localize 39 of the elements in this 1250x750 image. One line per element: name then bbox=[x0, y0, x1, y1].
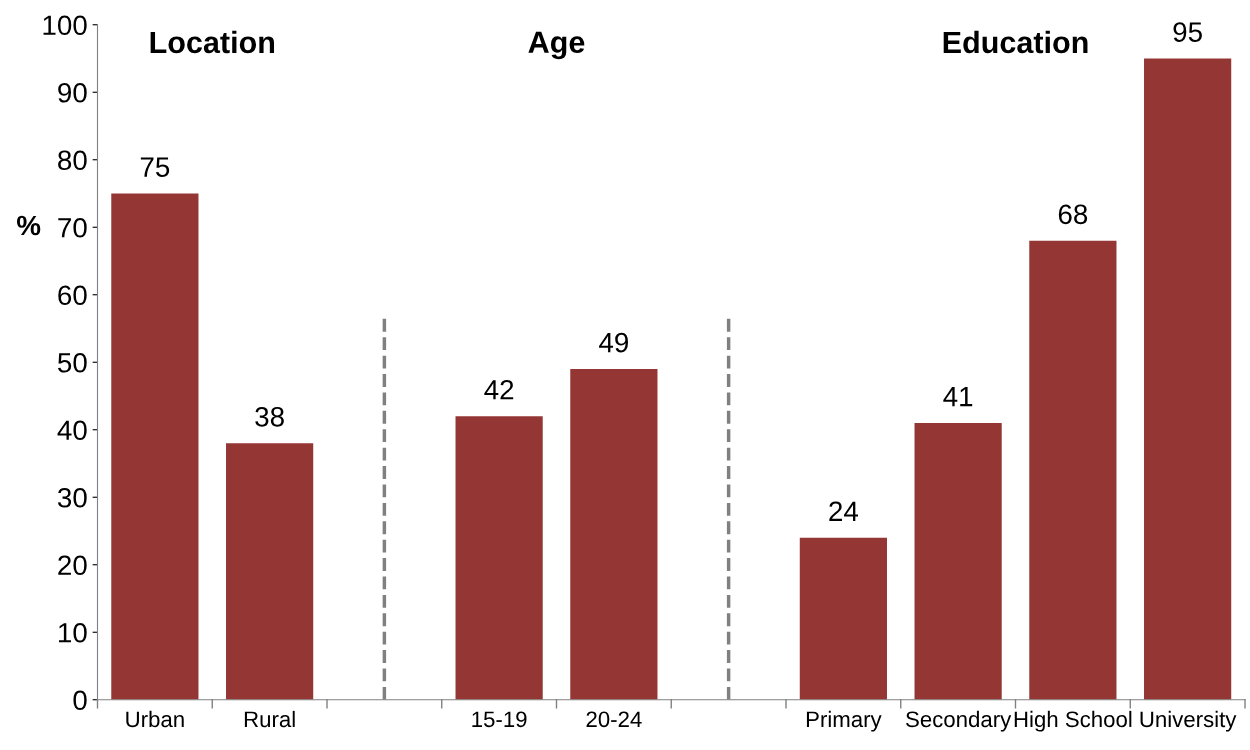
y-tick-label: 70 bbox=[58, 217, 87, 238]
x-tick-label: Secondary bbox=[906, 710, 1012, 732]
data-label: 41 bbox=[943, 387, 973, 407]
data-label: 95 bbox=[1173, 22, 1202, 42]
data-label: 68 bbox=[1058, 204, 1088, 225]
bar bbox=[914, 423, 1002, 700]
data-label: 42 bbox=[484, 379, 514, 400]
data-label: 49 bbox=[599, 332, 629, 353]
bar bbox=[1029, 240, 1117, 700]
bar bbox=[111, 193, 199, 700]
y-tick-label: 90 bbox=[58, 82, 87, 103]
x-tick-label: High School bbox=[1014, 710, 1132, 732]
bar bbox=[226, 443, 314, 700]
data-label: 24 bbox=[829, 501, 859, 521]
y-tick-label: 30 bbox=[57, 487, 87, 508]
x-tick-label: 20-24 bbox=[586, 711, 642, 728]
annotation: Location bbox=[150, 30, 275, 54]
y-tick-label: 60 bbox=[58, 285, 87, 306]
x-tick-label: Primary bbox=[806, 710, 882, 732]
bar bbox=[455, 416, 543, 700]
annotation: Education bbox=[943, 30, 1088, 54]
y-axis-title: % bbox=[16, 215, 41, 236]
x-tick-label: University bbox=[1140, 710, 1237, 732]
y-tick-label: 40 bbox=[57, 420, 87, 441]
y-tick-label: 20 bbox=[58, 555, 87, 576]
data-label: 75 bbox=[140, 157, 170, 177]
y-tick-label: 0 bbox=[73, 690, 87, 711]
y-tick-label: 100 bbox=[43, 15, 87, 36]
x-tick-label: Rural bbox=[244, 710, 295, 728]
annotation: Age bbox=[528, 31, 585, 60]
bar bbox=[799, 537, 887, 700]
bar bbox=[1144, 58, 1232, 700]
data-label: 38 bbox=[255, 406, 284, 427]
y-tick-label: 10 bbox=[59, 622, 87, 643]
bar bbox=[570, 369, 658, 700]
x-tick-label: 15-19 bbox=[472, 711, 527, 728]
y-tick-label: 80 bbox=[58, 150, 87, 171]
y-tick-label: 50 bbox=[57, 352, 87, 373]
x-tick-label: Urban bbox=[126, 710, 184, 728]
